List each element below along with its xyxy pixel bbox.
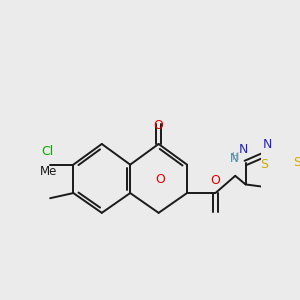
Text: N: N [262, 138, 272, 151]
Text: O: O [211, 174, 220, 187]
Text: Cl: Cl [41, 145, 54, 158]
Text: O: O [155, 173, 165, 187]
Text: N: N [230, 152, 238, 165]
Text: N: N [239, 143, 248, 156]
Text: S: S [293, 156, 300, 169]
Text: O: O [154, 119, 164, 133]
Text: H: H [232, 152, 240, 162]
Text: S: S [260, 158, 268, 171]
Text: Me: Me [40, 165, 58, 178]
